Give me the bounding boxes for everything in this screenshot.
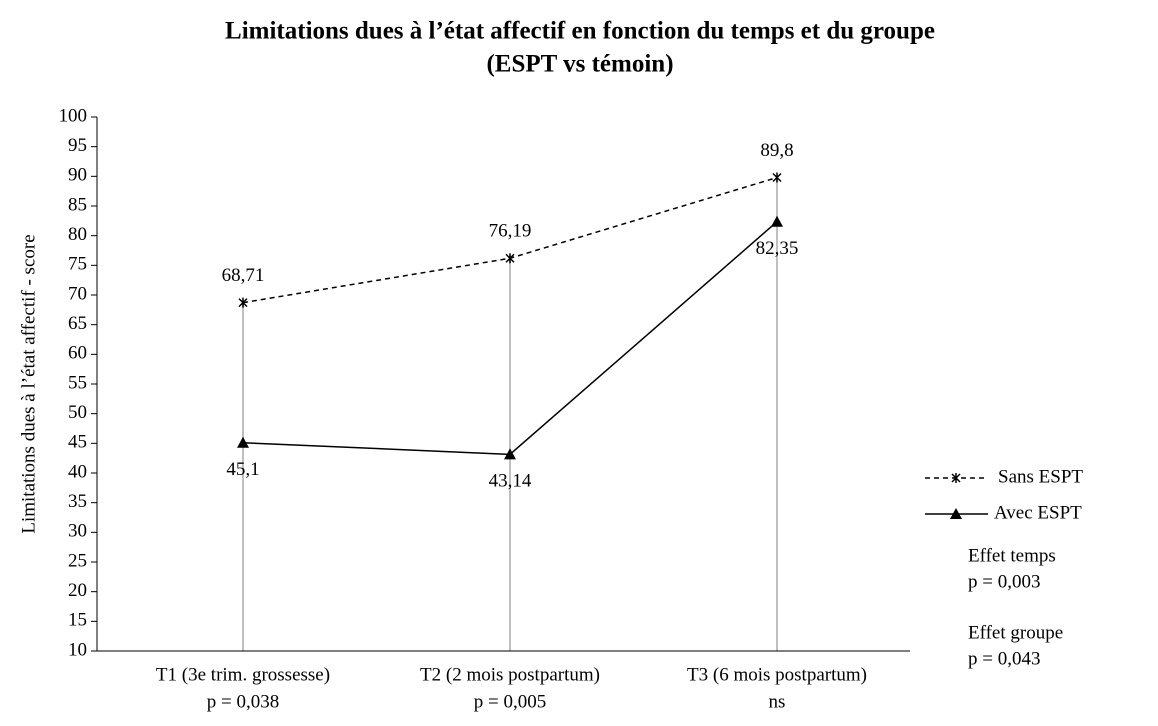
data-label: 43,14 (489, 471, 532, 492)
data-point (237, 436, 249, 448)
data-point (504, 448, 516, 460)
y-tick-label: 60 (68, 343, 87, 364)
y-tick-label: 45 (68, 432, 87, 453)
data-point (238, 297, 248, 308)
data-point (505, 253, 515, 264)
y-tick-label: 65 (68, 313, 87, 334)
annotation-title: Effet groupe (968, 622, 1063, 643)
y-tick-label: 35 (68, 491, 87, 512)
legend-marker (950, 508, 962, 519)
y-axis-title: Limitations dues à l’état affectif - sco… (18, 234, 39, 533)
y-tick-label: 90 (68, 165, 87, 186)
y-tick-label: 50 (68, 402, 87, 423)
x-tick-note: p = 0,038 (207, 691, 279, 712)
annotation-title: Effet temps (968, 545, 1056, 566)
chart-title: (ESPT vs témoin) (486, 51, 673, 78)
data-point (771, 215, 783, 227)
y-tick-label: 80 (68, 224, 87, 245)
legend-label: Sans ESPT (998, 466, 1083, 487)
y-tick-label: 10 (68, 639, 87, 660)
y-tick-label: 20 (68, 580, 87, 601)
data-label: 45,1 (226, 459, 259, 480)
y-tick-label: 55 (68, 372, 87, 393)
data-label: 82,35 (756, 238, 799, 259)
data-point (772, 172, 782, 183)
y-tick-label: 75 (68, 254, 87, 275)
x-tick-note: ns (769, 691, 786, 712)
annotation-text: p = 0,003 (968, 571, 1040, 592)
y-tick-label: 40 (68, 461, 87, 482)
legend-marker (951, 473, 961, 483)
y-tick-label: 95 (68, 135, 87, 156)
x-tick-label: T3 (6 mois postpartum) (687, 664, 867, 685)
data-label: 76,19 (489, 221, 532, 242)
y-tick-label: 85 (68, 194, 87, 215)
x-tick-note: p = 0,005 (474, 691, 546, 712)
y-tick-label: 25 (68, 550, 87, 571)
y-tick-label: 100 (59, 105, 88, 126)
annotation-text: p = 0,043 (968, 648, 1040, 669)
data-label: 89,8 (760, 140, 793, 161)
chart-title: Limitations dues à l’état affectif en fo… (225, 18, 935, 45)
x-tick-label: T2 (2 mois postpartum) (420, 664, 600, 685)
y-tick-label: 15 (68, 610, 87, 631)
y-tick-label: 30 (68, 521, 87, 542)
legend-label: Avec ESPT (994, 502, 1082, 523)
y-tick-label: 70 (68, 283, 87, 304)
data-label: 68,71 (222, 265, 265, 286)
x-tick-label: T1 (3e trim. grossesse) (156, 664, 330, 685)
